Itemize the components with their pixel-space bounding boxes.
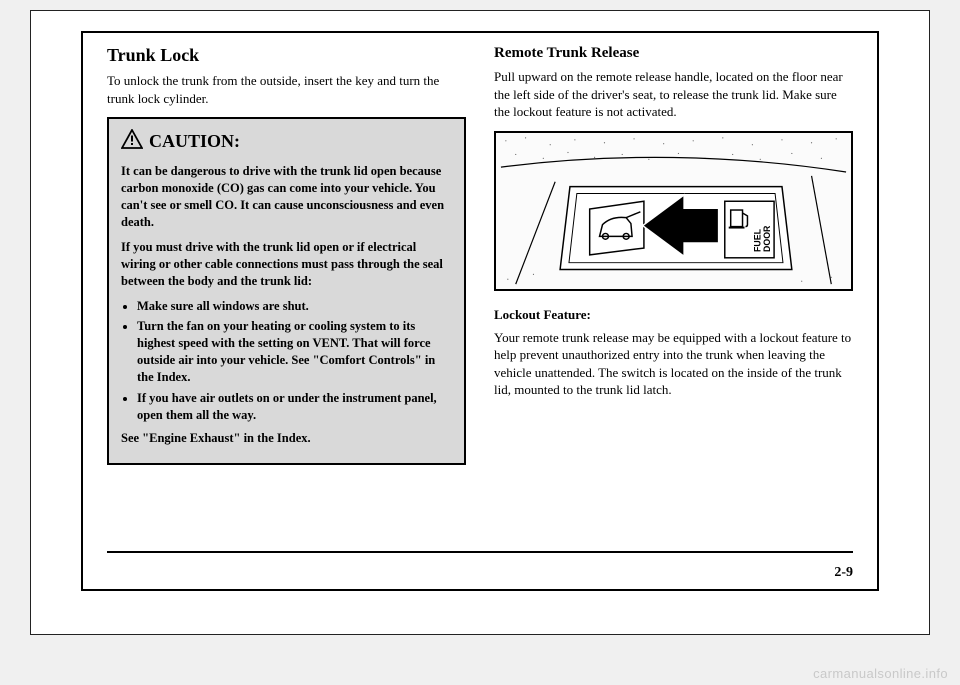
lockout-body: Your remote trunk release may be equippe… bbox=[494, 329, 853, 399]
warning-triangle-icon bbox=[121, 129, 143, 155]
right-column: Remote Trunk Release Pull upward on the … bbox=[494, 45, 853, 555]
lockout-subheading: Lockout Feature: bbox=[494, 307, 853, 323]
two-column-layout: Trunk Lock To unlock the trunk from the … bbox=[107, 45, 853, 555]
release-handle-illustration: FUEL DOOR bbox=[494, 131, 853, 291]
page-number: 2-9 bbox=[834, 565, 853, 581]
page-rule bbox=[107, 551, 853, 553]
caution-heading: CAUTION: bbox=[121, 129, 452, 155]
caution-box: CAUTION: It can be dangerous to drive wi… bbox=[107, 117, 466, 464]
caution-bullet-2: Turn the fan on your heating or cooling … bbox=[137, 318, 452, 386]
watermark-text: carmanualsonline.info bbox=[813, 666, 948, 681]
manual-page: Trunk Lock To unlock the trunk from the … bbox=[30, 10, 930, 635]
caution-bullet-1: Make sure all windows are shut. bbox=[137, 298, 452, 315]
caution-bullet-list: Make sure all windows are shut. Turn the… bbox=[121, 298, 452, 424]
caution-paragraph-2: If you must drive with the trunk lid ope… bbox=[121, 239, 452, 290]
caution-paragraph-3: See "Engine Exhaust" in the Index. bbox=[121, 430, 452, 447]
left-column: Trunk Lock To unlock the trunk from the … bbox=[107, 45, 466, 555]
remote-release-heading: Remote Trunk Release bbox=[494, 45, 853, 62]
trunk-lock-heading: Trunk Lock bbox=[107, 45, 466, 66]
caution-paragraph-1: It can be dangerous to drive with the tr… bbox=[121, 163, 452, 231]
content-frame: Trunk Lock To unlock the trunk from the … bbox=[81, 31, 879, 591]
remote-release-intro: Pull upward on the remote release handle… bbox=[494, 68, 853, 121]
svg-text:DOOR: DOOR bbox=[762, 225, 772, 252]
svg-text:FUEL: FUEL bbox=[752, 228, 762, 251]
caution-title: CAUTION: bbox=[149, 131, 240, 151]
caution-bullet-3: If you have air outlets on or under the … bbox=[137, 390, 452, 424]
trunk-lock-intro: To unlock the trunk from the outside, in… bbox=[107, 72, 466, 107]
